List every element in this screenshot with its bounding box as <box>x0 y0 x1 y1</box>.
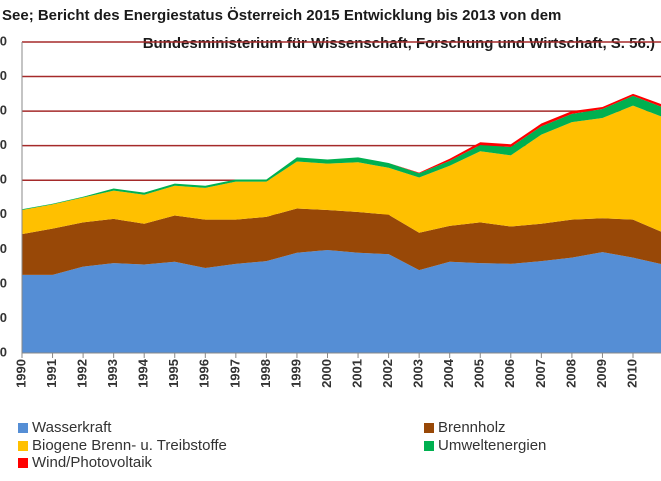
legend-label: Wind/Photovoltaik <box>32 454 153 471</box>
x-tick-label: 1990 <box>13 359 28 388</box>
x-tick-label: 2003 <box>411 359 426 388</box>
legend-label: Brennholz <box>438 419 506 436</box>
legend-label: Biogene Brenn- u. Treibstoffe <box>32 437 227 454</box>
y-tick-label: 50 <box>0 310 7 325</box>
x-tick-label: 2001 <box>349 359 364 388</box>
x-tick-label: 1992 <box>75 359 90 388</box>
legend-label: Wasserkraft <box>32 419 112 436</box>
area <box>22 208 661 275</box>
y-tick-label: 200 <box>0 206 7 221</box>
x-tick-label: 1995 <box>166 359 181 388</box>
legend-label: Umweltenergien <box>438 437 546 454</box>
x-tick-label: 2006 <box>502 359 517 388</box>
chart-title: See; Bericht des Energiestatus Österreic… <box>2 7 561 24</box>
x-tick-label: 2008 <box>563 359 578 388</box>
x-tick-label: 2005 <box>472 359 487 388</box>
x-tick-label: 2000 <box>319 359 334 388</box>
area <box>22 105 661 235</box>
y-tick-label: 300 <box>0 137 7 152</box>
y-tick-label: 450 <box>0 33 7 48</box>
y-tick-label: 350 <box>0 103 7 118</box>
x-tick-label: 1991 <box>44 359 59 388</box>
x-tick-label: 1999 <box>288 359 303 388</box>
legend-swatch <box>18 458 28 468</box>
x-tick-label: 1996 <box>197 359 212 388</box>
x-tick-label: 1997 <box>227 359 242 388</box>
x-tick-label: 1998 <box>258 359 273 388</box>
x-tick-label: 2002 <box>380 359 395 388</box>
y-tick-label: 150 <box>0 241 7 256</box>
x-tick-label: 2009 <box>594 359 609 388</box>
chart-title: Bundesministerium für Wissenschaft, Fors… <box>143 35 655 52</box>
legend-swatch <box>18 441 28 451</box>
x-tick-label: 2004 <box>441 358 456 388</box>
x-tick-label: 2010 <box>624 359 639 388</box>
legend-swatch <box>18 423 28 433</box>
legend-swatch <box>424 423 434 433</box>
legend-swatch <box>424 441 434 451</box>
x-tick-label: 1994 <box>136 358 151 388</box>
y-tick-label: 100 <box>0 275 7 290</box>
y-tick-label: 250 <box>0 172 7 187</box>
area <box>22 250 661 353</box>
y-tick-label: 400 <box>0 68 7 83</box>
y-tick-label: 0 <box>0 344 7 359</box>
x-tick-label: 1993 <box>105 359 120 388</box>
x-tick-label: 2007 <box>533 359 548 388</box>
